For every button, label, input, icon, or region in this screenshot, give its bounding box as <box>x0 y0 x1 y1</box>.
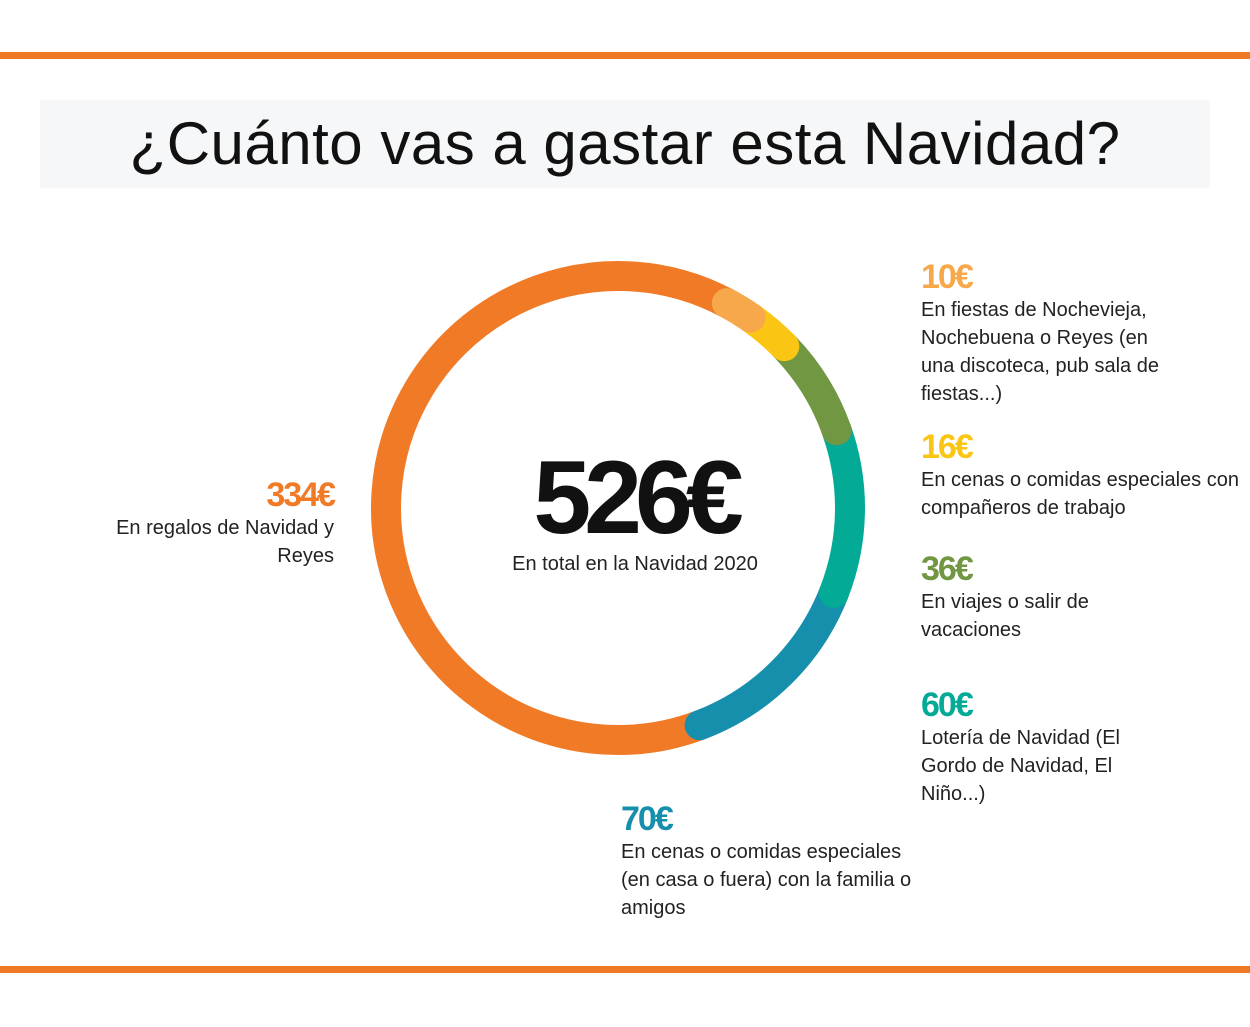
total-amount: 526€ <box>533 440 743 556</box>
chart-title: ¿Cuánto vas a gastar esta Navidad? <box>129 110 1121 177</box>
label-fiestas: 10€ En fiestas de Nochevieja, Nochebuena… <box>921 260 1186 408</box>
bottom-rule <box>0 966 1250 973</box>
desc-viajes: En viajes o salir de vacaciones <box>921 591 1089 641</box>
value-fiestas: 10€ <box>921 258 974 296</box>
value-companeros: 16€ <box>921 428 974 466</box>
donut-segment-familia <box>684 578 849 741</box>
desc-loteria: Lotería de Navidad (El Gordo de Navidad,… <box>921 727 1121 805</box>
value-familia: 70€ <box>621 800 674 838</box>
title-band <box>40 100 1210 188</box>
label-familia: 70€ En cenas o comidas especiales (en ca… <box>621 802 931 922</box>
desc-familia: En cenas o comidas especiales (en casa o… <box>621 841 912 919</box>
label-companeros: 16€ En cenas o comidas especiales con co… <box>921 430 1241 522</box>
value-viajes: 36€ <box>921 550 974 588</box>
donut-segment-fiestas <box>711 288 766 333</box>
label-regalos: 334€ En regalos de Navidad y Reyes <box>74 476 336 570</box>
donut-segment-regalos <box>371 261 734 755</box>
label-viajes: 36€ En viajes o salir de vacaciones <box>921 552 1121 644</box>
desc-fiestas: En fiestas de Nochevieja, Nochebuena o R… <box>921 299 1159 405</box>
top-rule <box>0 52 1250 59</box>
total-caption: En total en la Navidad 2020 <box>512 553 758 575</box>
value-loteria: 60€ <box>921 686 974 724</box>
label-loteria: 60€ Lotería de Navidad (El Gordo de Navi… <box>921 688 1166 808</box>
desc-companeros: En cenas o comidas especiales con compañ… <box>921 469 1239 519</box>
donut-segment-loteria <box>818 415 865 609</box>
desc-regalos: En regalos de Navidad y Reyes <box>116 517 334 567</box>
value-regalos: 334€ <box>266 476 336 514</box>
